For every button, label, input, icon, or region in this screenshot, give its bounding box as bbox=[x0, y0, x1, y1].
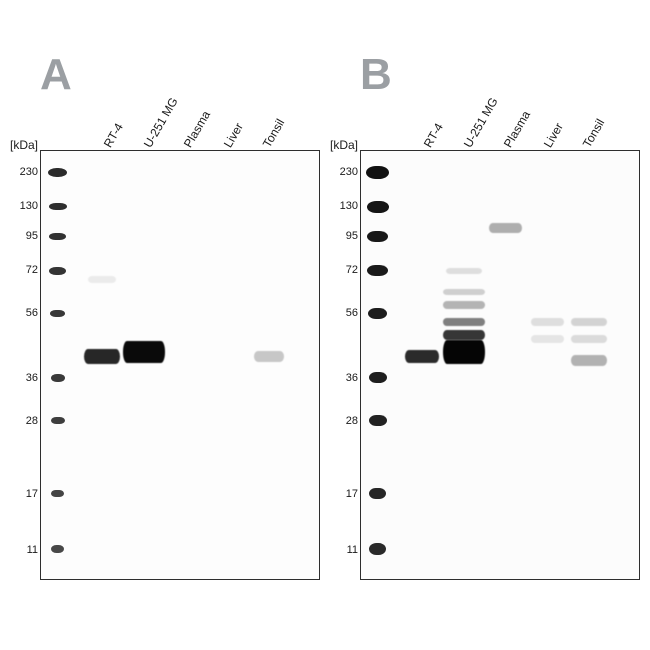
panel-a: A[kDa]23013095725636281711RT-4U-251 MGPl… bbox=[10, 30, 320, 620]
figure-container: A[kDa]23013095725636281711RT-4U-251 MGPl… bbox=[10, 30, 640, 620]
lane-labels: RT-4 U-251 MGPlasma Liver Tonsil bbox=[375, 70, 640, 150]
mw-tick: 230 bbox=[340, 166, 358, 178]
sample-band-tonsil bbox=[571, 355, 607, 366]
sample-band-u251 bbox=[443, 330, 485, 341]
ladder-band bbox=[367, 265, 388, 276]
lane-labels: RT-4 U-251 MGPlasma Liver Tonsil bbox=[55, 70, 320, 150]
lane-label-u251: U-251 MG bbox=[461, 95, 501, 150]
mw-tick: 72 bbox=[26, 264, 38, 276]
ladder-band bbox=[369, 543, 386, 554]
sample-band-u251 bbox=[123, 341, 165, 362]
ladder-band bbox=[49, 233, 66, 241]
mw-tick: 56 bbox=[346, 307, 358, 319]
sample-band-u251 bbox=[446, 268, 482, 274]
lane-label-liver: Liver bbox=[220, 120, 245, 150]
mw-tick: 11 bbox=[347, 544, 358, 556]
mw-tick: 72 bbox=[346, 264, 358, 276]
lane-label-rt4: RT-4 bbox=[101, 121, 126, 150]
ladder-band bbox=[51, 417, 65, 425]
mw-tick: 36 bbox=[26, 372, 38, 384]
mw-tick: 130 bbox=[340, 200, 358, 212]
sample-band-u251 bbox=[443, 289, 485, 295]
sample-band-u251 bbox=[443, 340, 485, 364]
lane-label-tonsil: Tonsil bbox=[260, 116, 287, 150]
mw-tick: 17 bbox=[346, 488, 358, 500]
mw-tick: 56 bbox=[26, 307, 38, 319]
ladder-band bbox=[49, 203, 67, 211]
ladder-band bbox=[50, 310, 65, 318]
sample-band-tonsil bbox=[571, 318, 607, 327]
sample-band-u251 bbox=[443, 318, 485, 327]
sample-band-liver bbox=[531, 335, 564, 343]
mw-tick: 28 bbox=[346, 415, 358, 427]
sample-band-rt4 bbox=[88, 276, 116, 282]
sample-band-liver bbox=[531, 318, 564, 327]
sample-band-rt4 bbox=[405, 350, 438, 363]
mw-tick: 36 bbox=[346, 372, 358, 384]
lane-label-plasma: Plasma bbox=[181, 108, 213, 150]
mw-tick: 95 bbox=[346, 230, 358, 242]
mw-tick: 17 bbox=[26, 488, 38, 500]
sample-band-u251 bbox=[443, 301, 485, 309]
ladder-band bbox=[366, 166, 390, 179]
ladder-band bbox=[369, 488, 386, 499]
blot-frame bbox=[40, 150, 320, 580]
sample-band-tonsil bbox=[254, 351, 285, 362]
mw-tick: 95 bbox=[26, 230, 38, 242]
mw-tick: 230 bbox=[20, 166, 38, 178]
ladder-band bbox=[367, 201, 389, 213]
mw-tick: 11 bbox=[27, 544, 38, 556]
sample-band-rt4 bbox=[84, 349, 120, 364]
ladder-band bbox=[51, 374, 65, 382]
lane-label-tonsil: Tonsil bbox=[580, 116, 607, 150]
ladder-band bbox=[51, 490, 64, 498]
blot-frame bbox=[360, 150, 640, 580]
mw-ticks: 230 130 95 72 56 36 28 17 11 bbox=[330, 150, 358, 580]
mw-tick: 28 bbox=[26, 415, 38, 427]
panel-b: B[kDa]23013095725636281711RT-4U-251 MGPl… bbox=[330, 30, 640, 620]
lane-label-liver: Liver bbox=[540, 120, 565, 150]
ladder-band bbox=[369, 415, 387, 426]
ladder-band bbox=[49, 267, 66, 275]
lane-label-plasma: Plasma bbox=[501, 108, 533, 150]
lane-label-rt4: RT-4 bbox=[421, 121, 446, 150]
ladder-band bbox=[367, 231, 388, 242]
sample-band-plasma bbox=[489, 223, 522, 234]
ladder-band bbox=[369, 372, 387, 383]
mw-ticks: 230 130 95 72 56 36 28 17 11 bbox=[10, 150, 38, 580]
lane-label-u251: U-251 MG bbox=[141, 95, 181, 150]
ladder-band bbox=[48, 168, 67, 177]
ladder-band bbox=[368, 308, 387, 319]
ladder-band bbox=[51, 545, 64, 553]
sample-band-tonsil bbox=[571, 335, 607, 343]
mw-tick: 130 bbox=[20, 200, 38, 212]
